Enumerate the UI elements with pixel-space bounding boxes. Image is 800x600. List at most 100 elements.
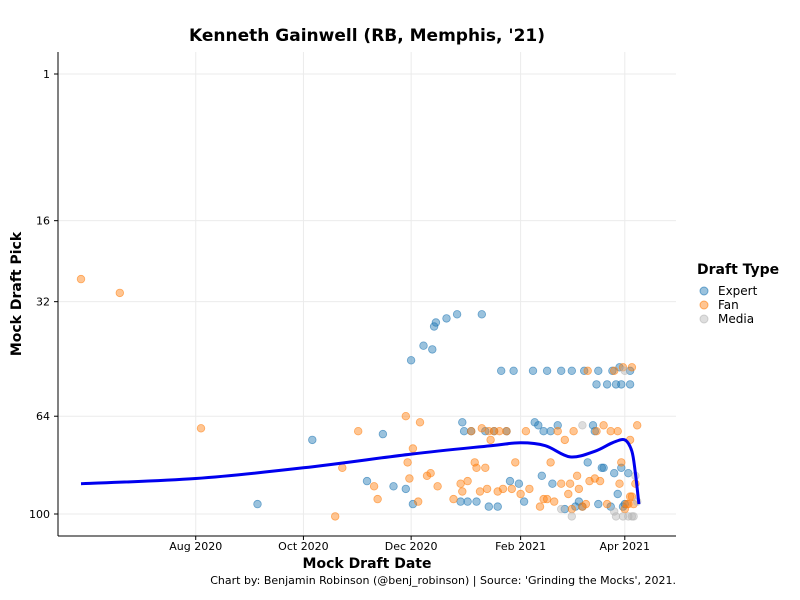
fan-point bbox=[502, 427, 511, 436]
fan-point bbox=[486, 435, 495, 445]
fan-point bbox=[507, 484, 516, 494]
expert-point bbox=[542, 366, 552, 375]
expert-point bbox=[534, 421, 543, 430]
fan-point bbox=[511, 458, 520, 467]
fan-point bbox=[553, 427, 562, 436]
scatter-points bbox=[76, 274, 642, 521]
fan-point bbox=[617, 458, 626, 467]
fan-point bbox=[338, 463, 347, 472]
expert-point bbox=[519, 497, 529, 506]
fan-point bbox=[583, 366, 592, 375]
expert-point bbox=[484, 502, 493, 511]
fan-point bbox=[567, 504, 576, 514]
fan-point bbox=[426, 469, 435, 478]
fan-point bbox=[472, 463, 481, 472]
fan-point bbox=[354, 427, 363, 436]
expert-point bbox=[472, 497, 481, 506]
expert-point bbox=[509, 366, 518, 375]
media-point bbox=[610, 507, 619, 516]
fan-point bbox=[564, 489, 573, 499]
fan-point bbox=[373, 494, 382, 504]
legend-fan-label: Fan bbox=[718, 298, 739, 312]
expert-point bbox=[389, 482, 398, 491]
expert-point bbox=[528, 366, 538, 375]
expert-point bbox=[505, 476, 515, 486]
fan-point bbox=[415, 418, 425, 427]
fan-point bbox=[463, 476, 472, 486]
y-axis-title: Mock Draft Pick bbox=[9, 231, 25, 356]
expert-point bbox=[308, 435, 317, 445]
legend-fan-marker bbox=[699, 300, 709, 310]
fan-point bbox=[627, 363, 637, 372]
media-point bbox=[620, 366, 629, 375]
fan-point bbox=[475, 487, 485, 496]
fan-point bbox=[331, 512, 340, 521]
expert-point bbox=[610, 469, 619, 478]
expert-point bbox=[537, 471, 546, 480]
fan-point bbox=[602, 499, 612, 509]
media-point bbox=[567, 512, 576, 521]
chart-title: Kenneth Gainwell (RB, Memphis, '21) bbox=[189, 26, 545, 46]
fan-point bbox=[595, 476, 605, 486]
fan-point bbox=[401, 412, 410, 421]
fan-point bbox=[574, 484, 584, 494]
legend-expert-label: Expert bbox=[718, 284, 758, 298]
expert-point bbox=[419, 341, 428, 350]
fan-point bbox=[557, 479, 566, 488]
fan-point bbox=[572, 471, 582, 480]
media-point bbox=[557, 504, 566, 514]
trend-line bbox=[80, 437, 641, 505]
fan-point bbox=[477, 424, 486, 433]
expert-point bbox=[546, 427, 555, 436]
expert-point bbox=[253, 499, 262, 509]
fan-point bbox=[481, 463, 490, 472]
x-tick-label: Oct 2020 bbox=[278, 540, 329, 553]
fan-point bbox=[196, 424, 206, 433]
fan-point bbox=[633, 421, 642, 430]
y-tick-label: 64 bbox=[36, 410, 50, 423]
fan-point bbox=[369, 482, 379, 491]
fan-point bbox=[498, 484, 508, 494]
fan-point bbox=[458, 487, 467, 496]
fan-point bbox=[408, 444, 418, 453]
y-axis-ticks: 1 16 32 64 100 bbox=[29, 68, 58, 521]
fan-point bbox=[521, 427, 531, 436]
expert-point bbox=[428, 345, 437, 354]
expert-point bbox=[431, 318, 441, 327]
chart-caption: Chart by: Benjamin Robinson (@benj_robin… bbox=[210, 574, 676, 587]
expert-point bbox=[362, 476, 372, 486]
expert-point bbox=[624, 469, 633, 478]
expert-point bbox=[539, 427, 548, 436]
fan-point bbox=[569, 427, 578, 436]
fan-point bbox=[542, 494, 552, 504]
fan-point bbox=[405, 474, 414, 483]
media-point bbox=[611, 512, 621, 521]
y-tick-label: 16 bbox=[36, 215, 50, 228]
fan-point bbox=[535, 502, 545, 511]
y-tick-label: 100 bbox=[29, 508, 50, 521]
expert-point bbox=[477, 310, 486, 319]
x-tick-label: Feb 2021 bbox=[495, 540, 546, 553]
expert-point bbox=[602, 380, 612, 389]
expert-point bbox=[493, 502, 502, 511]
fan-point bbox=[115, 288, 124, 298]
fan-point bbox=[482, 484, 492, 494]
fan-point bbox=[615, 479, 624, 488]
fan-point bbox=[456, 479, 465, 488]
expert-point bbox=[583, 458, 592, 467]
legend-expert-marker bbox=[699, 286, 709, 296]
expert-point bbox=[594, 366, 603, 375]
expert-point bbox=[567, 366, 576, 375]
fan-point bbox=[610, 366, 619, 375]
fan-point bbox=[449, 494, 458, 504]
fan-point bbox=[467, 427, 476, 436]
fan-point bbox=[565, 479, 575, 488]
expert-point bbox=[459, 427, 469, 436]
fan-point bbox=[581, 499, 591, 509]
x-axis-ticks: Aug 2020 Oct 2020 Dec 2020 Feb 2021 Apr 2021 bbox=[169, 536, 650, 553]
expert-point bbox=[378, 429, 388, 439]
expert-point bbox=[613, 489, 622, 499]
fan-point bbox=[516, 489, 525, 499]
expert-point bbox=[548, 479, 557, 488]
x-tick-label: Apr 2021 bbox=[600, 540, 651, 553]
